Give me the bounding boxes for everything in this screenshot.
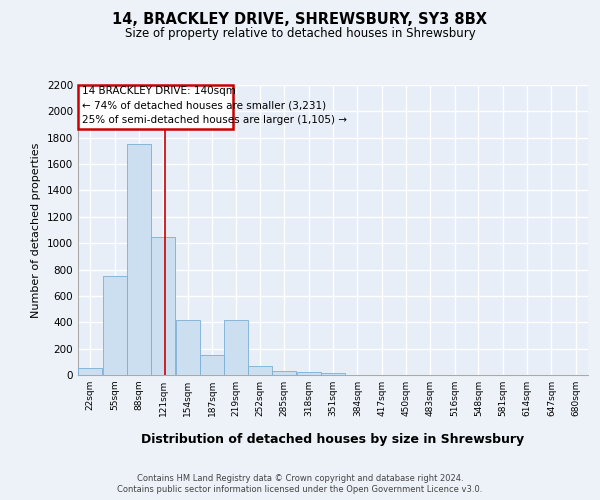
Text: Contains public sector information licensed under the Open Government Licence v3: Contains public sector information licen… [118,485,482,494]
Text: 14 BRACKLEY DRIVE: 140sqm: 14 BRACKLEY DRIVE: 140sqm [82,86,236,96]
Bar [127,144,151,375]
Text: Distribution of detached houses by size in Shrewsbury: Distribution of detached houses by size … [142,432,524,446]
Bar [248,366,272,375]
Text: Contains HM Land Registry data © Crown copyright and database right 2024.: Contains HM Land Registry data © Crown c… [137,474,463,483]
Bar [272,371,296,375]
Bar [296,372,320,375]
Text: Size of property relative to detached houses in Shrewsbury: Size of property relative to detached ho… [125,28,475,40]
FancyBboxPatch shape [78,85,233,128]
Bar [321,373,345,375]
Bar [78,368,102,375]
Text: ← 74% of detached houses are smaller (3,231): ← 74% of detached houses are smaller (3,… [82,100,326,110]
Y-axis label: Number of detached properties: Number of detached properties [31,142,41,318]
Bar [103,276,127,375]
Bar [224,320,248,375]
Bar [151,236,175,375]
Bar [176,320,200,375]
Text: 14, BRACKLEY DRIVE, SHREWSBURY, SY3 8BX: 14, BRACKLEY DRIVE, SHREWSBURY, SY3 8BX [113,12,487,28]
Bar [200,354,224,375]
Text: 25% of semi-detached houses are larger (1,105) →: 25% of semi-detached houses are larger (… [82,115,347,125]
